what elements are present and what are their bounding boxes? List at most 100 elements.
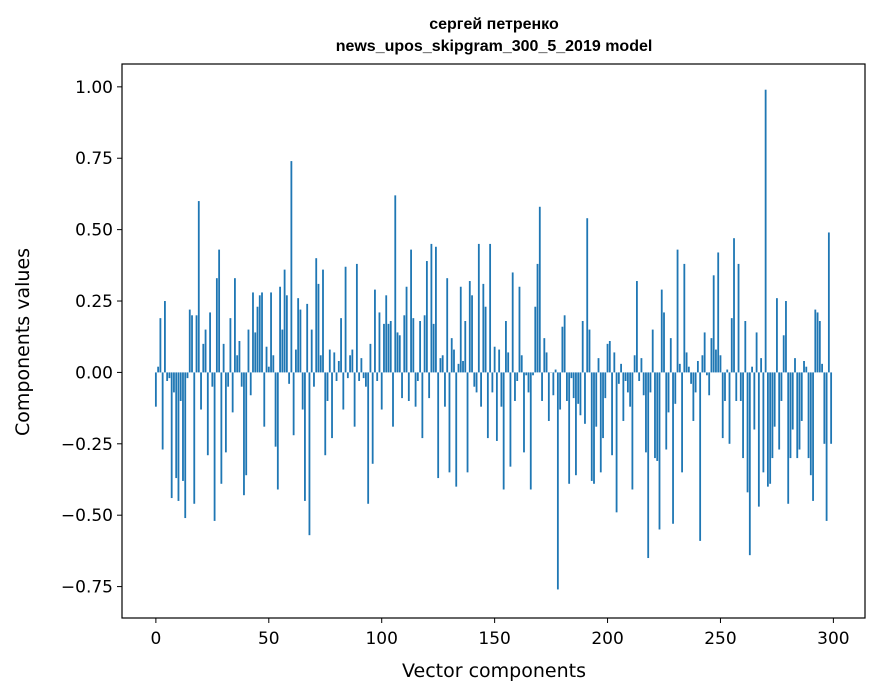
- bar: [746, 372, 749, 493]
- bar: [665, 372, 668, 450]
- bar: [389, 321, 392, 373]
- bar: [755, 332, 758, 373]
- bar: [511, 272, 514, 373]
- bar: [249, 372, 252, 396]
- bar: [760, 358, 763, 373]
- bar: [701, 355, 704, 373]
- bar: [247, 329, 250, 373]
- bar: [597, 358, 600, 373]
- bar: [340, 318, 342, 373]
- bar: [536, 263, 539, 373]
- bar: [706, 372, 708, 376]
- bar: [606, 343, 609, 373]
- bar: [796, 372, 799, 459]
- bar: [195, 315, 198, 373]
- bar: [173, 372, 175, 393]
- bar: [322, 269, 324, 373]
- bar: [308, 372, 311, 536]
- bar: [547, 372, 550, 421]
- bar: [769, 372, 772, 484]
- bar: [805, 366, 808, 373]
- bar: [766, 372, 769, 487]
- x-tick-label: 300: [817, 629, 849, 649]
- bar: [776, 298, 778, 373]
- bar: [423, 315, 426, 373]
- bar: [543, 338, 546, 373]
- bar: [649, 372, 652, 393]
- bar: [430, 243, 433, 373]
- bar: [505, 321, 507, 373]
- bar: [683, 263, 686, 373]
- bar: [710, 338, 713, 373]
- bar: [245, 372, 248, 476]
- bar: [229, 318, 232, 373]
- bar: [355, 263, 358, 373]
- y-axis-label: Components values: [12, 248, 34, 436]
- bar: [685, 352, 688, 373]
- bar: [694, 372, 697, 393]
- bar: [455, 372, 458, 487]
- bar: [581, 321, 584, 373]
- bar: [712, 275, 715, 373]
- bar: [827, 232, 830, 373]
- bar: [164, 301, 166, 373]
- bar: [825, 372, 828, 521]
- bar: [213, 372, 216, 521]
- bar: [563, 315, 566, 373]
- bar: [154, 372, 157, 407]
- bar: [197, 201, 200, 373]
- bar: [491, 372, 494, 393]
- bar: [240, 372, 243, 387]
- y-tick-label: 0.25: [75, 292, 113, 312]
- bar: [529, 372, 532, 490]
- bar: [439, 358, 442, 373]
- bar: [669, 338, 672, 373]
- bar: [559, 372, 562, 410]
- bar: [518, 286, 521, 373]
- bar: [170, 372, 173, 499]
- bar: [419, 321, 422, 373]
- bar: [358, 372, 361, 381]
- bar: [699, 372, 702, 541]
- bar: [258, 295, 261, 373]
- bar: [527, 372, 530, 393]
- bar: [798, 372, 801, 450]
- bar: [369, 343, 372, 373]
- bar: [432, 323, 435, 373]
- bar: [523, 372, 525, 453]
- bar: [593, 372, 595, 484]
- bar: [380, 372, 383, 410]
- bar: [602, 372, 604, 439]
- bar: [538, 206, 541, 373]
- bar: [285, 295, 288, 373]
- bar: [692, 372, 695, 421]
- bar: [349, 355, 351, 373]
- bar: [663, 312, 665, 373]
- y-tick-label: 0.50: [75, 221, 113, 241]
- bar: [446, 278, 449, 373]
- bar: [622, 372, 625, 421]
- bar: [254, 332, 257, 373]
- bar: [588, 329, 591, 373]
- bar: [272, 355, 275, 373]
- bar: [730, 318, 733, 373]
- bar: [818, 321, 821, 373]
- bar: [281, 329, 284, 373]
- y-tick-label: 0.75: [75, 149, 113, 169]
- bar: [690, 372, 693, 384]
- bar: [733, 238, 735, 373]
- bar: [157, 366, 160, 373]
- bar: [335, 372, 338, 381]
- bar: [416, 372, 419, 381]
- bar: [215, 278, 218, 373]
- bar: [532, 372, 534, 376]
- bar: [279, 286, 281, 373]
- bar: [787, 372, 790, 504]
- bar: [584, 372, 586, 424]
- bar: [224, 372, 227, 453]
- bar: [425, 261, 428, 373]
- bar: [493, 346, 496, 373]
- bar: [179, 372, 182, 401]
- chart-subtitle: news_upos_skipgram_300_5_2019 model: [336, 38, 653, 55]
